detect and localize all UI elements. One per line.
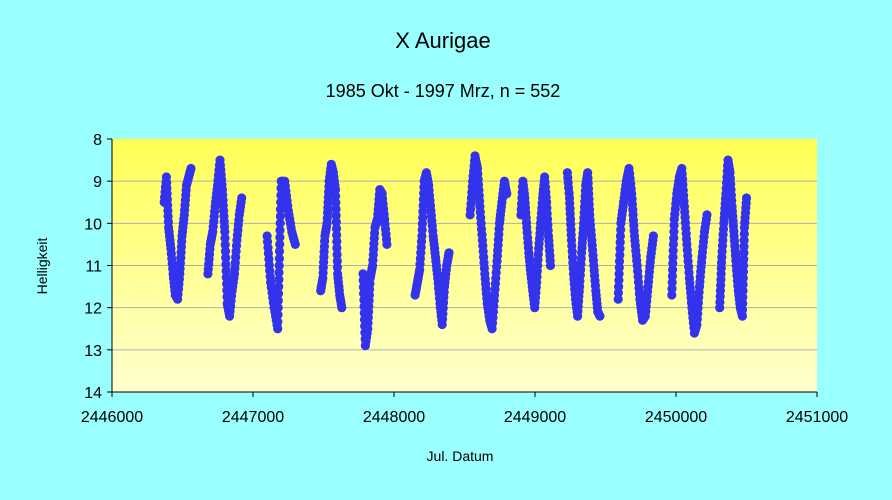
data-point xyxy=(615,250,625,260)
data-point xyxy=(273,310,283,320)
data-point xyxy=(275,218,285,228)
data-point xyxy=(738,279,748,290)
data-point xyxy=(221,259,231,269)
data-point xyxy=(273,303,283,313)
data-point xyxy=(667,277,677,287)
data-point xyxy=(220,233,230,243)
data-point xyxy=(545,260,556,271)
y-tick-label: 11 xyxy=(85,259,102,276)
data-point xyxy=(273,289,284,299)
data-point xyxy=(668,252,678,262)
data-point xyxy=(331,223,342,234)
data-point xyxy=(331,191,341,201)
data-point xyxy=(274,267,284,278)
data-point xyxy=(332,243,342,253)
data-point xyxy=(275,232,285,242)
data-point xyxy=(273,317,283,327)
x-tick-label: 2447000 xyxy=(222,409,284,426)
data-point xyxy=(221,272,231,282)
data-point xyxy=(337,303,347,313)
data-point xyxy=(332,236,342,247)
data-points xyxy=(159,151,752,351)
x-tick-label: 2446000 xyxy=(81,409,143,426)
x-tick-label: 2448000 xyxy=(363,409,425,426)
data-point xyxy=(358,269,368,279)
data-point xyxy=(221,253,231,263)
x-tick-label: 2449000 xyxy=(504,409,566,426)
data-point xyxy=(669,227,679,237)
data-point xyxy=(273,324,283,334)
data-point xyxy=(702,210,712,220)
data-point xyxy=(331,217,341,227)
data-point xyxy=(739,229,749,239)
data-point xyxy=(220,240,230,250)
data-point xyxy=(274,253,284,264)
data-point xyxy=(741,193,752,203)
data-point xyxy=(614,275,624,285)
data-point xyxy=(331,204,341,214)
data-point xyxy=(237,193,247,203)
data-point xyxy=(332,256,342,266)
y-tick-label: 8 xyxy=(93,132,102,149)
data-point xyxy=(275,211,285,221)
y-tick-label: 9 xyxy=(93,174,102,191)
data-point xyxy=(332,230,342,240)
y-tick-label: 14 xyxy=(84,385,102,402)
data-point xyxy=(186,163,196,174)
data-point xyxy=(220,246,231,256)
data-point xyxy=(274,246,285,256)
x-tick-label: 2451000 xyxy=(786,409,848,426)
x-axis-label: Jul. Datum xyxy=(427,448,494,464)
data-point xyxy=(616,225,626,235)
y-tick-label: 12 xyxy=(84,301,102,318)
data-point xyxy=(331,210,341,221)
data-point xyxy=(332,249,342,260)
tick-labels: 8 9 10 11 12 13 14 2446000 2447000 2448000 2449000… xyxy=(81,132,848,426)
data-point xyxy=(737,305,748,315)
data-point xyxy=(290,239,300,249)
data-point xyxy=(330,185,341,195)
data-point xyxy=(274,282,284,292)
axes xyxy=(107,138,818,397)
data-point xyxy=(595,311,605,321)
data-point xyxy=(220,227,230,237)
data-point xyxy=(444,248,454,258)
data-point xyxy=(502,189,512,199)
y-axis-label: Helligkeit xyxy=(34,237,50,294)
data-point xyxy=(275,204,286,214)
chart-title: X Aurigae xyxy=(395,28,490,53)
y-tick-label: 13 xyxy=(84,343,102,360)
data-point xyxy=(382,239,392,249)
data-point xyxy=(332,262,342,272)
data-point xyxy=(275,225,285,235)
data-point xyxy=(274,260,284,271)
data-point xyxy=(273,296,283,306)
data-point xyxy=(648,231,659,241)
x-tick-label: 2450000 xyxy=(645,409,707,426)
data-point xyxy=(221,266,231,276)
data-point xyxy=(331,198,341,208)
chart-subtitle: 1985 Okt - 1997 Mrz, n = 552 xyxy=(326,81,561,101)
data-point xyxy=(274,275,284,285)
y-tick-label: 10 xyxy=(84,216,102,233)
data-point xyxy=(275,239,285,249)
data-point xyxy=(739,254,749,264)
